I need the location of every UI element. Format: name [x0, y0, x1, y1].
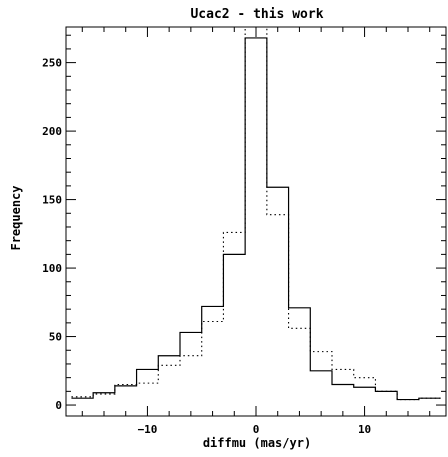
x-tick-label: 0: [253, 423, 260, 436]
y-tick-label: 150: [42, 194, 62, 207]
x-axis-label: diffmu (mas/yr): [203, 436, 311, 450]
axis-ticks: [66, 27, 446, 416]
y-tick-label: 100: [42, 262, 62, 275]
y-tick-label: 200: [42, 125, 62, 138]
y-tick-label: 250: [42, 57, 62, 70]
solid-histogram-line: [71, 37, 441, 401]
dotted-histogram-line: [71, 26, 441, 401]
histogram-series: [71, 26, 441, 401]
chart-title: Ucac2 - this work: [190, 7, 323, 22]
plot-frame: [65, 26, 447, 417]
x-tick-label: 10: [358, 423, 371, 436]
x-tick-label: −10: [137, 423, 157, 436]
y-axis-label: Frequency: [9, 185, 23, 250]
y-tick-label: 50: [49, 331, 62, 344]
y-tick-label: 0: [55, 399, 62, 412]
